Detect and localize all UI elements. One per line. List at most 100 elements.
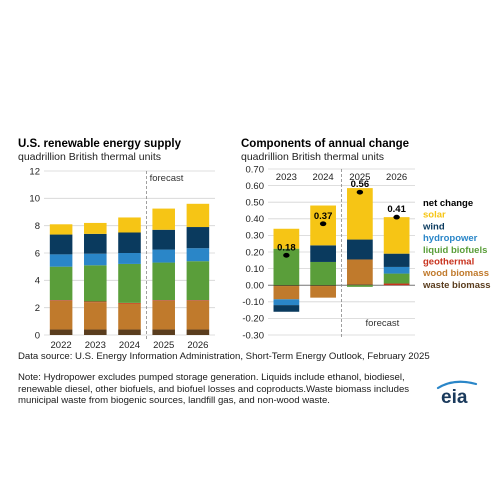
bar-segment-wind [310, 245, 336, 262]
bar-segment-waste [84, 329, 107, 335]
y-tick-label: -0.10 [242, 297, 264, 308]
bar-segment-geo [118, 302, 141, 304]
legend-item-hydro: hydropower [423, 233, 478, 244]
bar-segment-wind [152, 229, 175, 250]
y-tick-label: 0.60 [246, 181, 265, 192]
change-chart: Components of annual change quadrillion … [241, 138, 415, 341]
eia-logo: eia [436, 380, 478, 406]
bar-segment-wood [310, 286, 336, 298]
bar-segment-hydro [49, 254, 73, 267]
bar-segment-wind [118, 232, 141, 253]
category-label: 2025 [153, 340, 174, 351]
y-tick-label: -0.30 [242, 330, 264, 341]
legend-item-liquid: liquid biofuels [423, 245, 487, 256]
category-label: 2023 [276, 172, 297, 183]
y-tick-label: 0 [35, 330, 40, 341]
bar-segment-solar [84, 222, 107, 234]
change-forecast-label: forecast [366, 318, 400, 329]
y-tick-label: 10 [29, 194, 40, 205]
supply-forecast-label: forecast [150, 173, 184, 184]
bar-segment-liquid [347, 285, 373, 287]
bar-segment-hydro [84, 253, 107, 266]
bar-segment-wind [273, 305, 300, 312]
y-tick-label: 0.20 [246, 247, 265, 258]
eia-logo-text: eia [441, 387, 468, 406]
y-tick-label: 0.10 [246, 264, 265, 275]
category-label: 2023 [85, 340, 106, 351]
bar-segment-hydro [152, 249, 175, 263]
bar-segment-wood [273, 286, 300, 300]
bar-segment-wood [186, 300, 210, 330]
bar-segment-wind [84, 233, 107, 254]
bar-segment-waste [347, 284, 373, 286]
bar-segment-solar [49, 224, 73, 235]
legend-item-net: net change [423, 198, 473, 209]
bar-segment-wind [49, 234, 73, 255]
footnote-text: Note: Hydropower excludes pumped storage… [18, 372, 410, 406]
change-chart-bars [273, 188, 410, 312]
bar-segment-wood [84, 302, 107, 330]
category-label: 2024 [119, 340, 140, 351]
bar-segment-waste [49, 329, 73, 335]
bar-segment-solar [273, 228, 300, 249]
y-tick-label: 0.40 [246, 214, 265, 225]
bar-segment-hydro [273, 299, 300, 306]
y-tick-label: -0.20 [242, 314, 264, 325]
bar-segment-geo [152, 300, 175, 301]
bar-segment-liquid [118, 263, 141, 303]
supply-chart-title: U.S. renewable energy supply [18, 138, 182, 150]
bar-segment-wind [186, 227, 210, 249]
bar-segment-wind [383, 253, 410, 267]
bar-segment-liquid [310, 261, 336, 286]
category-label: 2025 [349, 172, 370, 183]
net-change-marker [393, 214, 400, 220]
y-tick-label: 0.70 [246, 164, 265, 175]
bar-segment-wind [347, 239, 373, 260]
supply-chart-bars [49, 203, 210, 335]
bar-segment-liquid [383, 273, 410, 284]
bar-segment-hydro [186, 248, 210, 262]
bar-segment-solar [383, 217, 410, 254]
bar-segment-wood [347, 259, 373, 285]
net-change-label: 0.41 [387, 204, 406, 215]
bar-segment-wood [118, 303, 141, 330]
supply-chart-y-ticks: 0 2 4 6 8 10 12 [29, 166, 40, 341]
bar-segment-geo [383, 283, 410, 286]
bar-segment-waste [152, 329, 175, 335]
y-tick-label: 6 [35, 248, 40, 259]
change-chart-y-ticks: -0.30 -0.20 -0.10 0.00 0.10 0.20 0.30 0.40 0.50 0… [242, 164, 264, 341]
net-change-marker [283, 252, 290, 258]
legend-item-wind: wind [422, 221, 445, 232]
supply-chart: U.S. renewable energy supply quadrillion… [18, 138, 215, 351]
supply-chart-subtitle: quadrillion British thermal units [18, 151, 161, 163]
bar-segment-wood [152, 300, 175, 330]
y-tick-label: 8 [35, 221, 40, 232]
y-tick-label: 0.30 [246, 231, 265, 242]
category-label: 2022 [51, 340, 72, 351]
legend-item-geo: geothermal [423, 257, 474, 268]
bar-segment-waste [118, 329, 141, 335]
category-label: 2026 [187, 340, 208, 351]
bar-segment-liquid [49, 266, 73, 301]
bar-segment-geo [186, 300, 210, 301]
change-chart-subtitle: quadrillion British thermal units [241, 151, 384, 163]
category-label: 2024 [313, 172, 334, 183]
bar-segment-waste [186, 329, 210, 335]
bar-segment-liquid [186, 261, 210, 301]
y-tick-label: 4 [35, 276, 40, 287]
bar-segment-hydro [383, 266, 410, 274]
supply-chart-categories: 2022 2023 2024 2025 2026 [51, 340, 209, 351]
bar-segment-waste [273, 285, 300, 287]
net-change-marker [319, 221, 327, 227]
y-tick-label: 12 [29, 166, 40, 177]
bar-segment-waste [310, 285, 336, 287]
legend-item-wood: wood biomass [422, 268, 489, 279]
bar-segment-wood [49, 300, 73, 330]
category-label: 2026 [386, 172, 407, 183]
bar-segment-solar [152, 208, 175, 230]
legend-item-waste: waste biomass [422, 280, 491, 291]
bar-segment-liquid [152, 262, 175, 301]
y-tick-label: 2 [35, 303, 40, 314]
